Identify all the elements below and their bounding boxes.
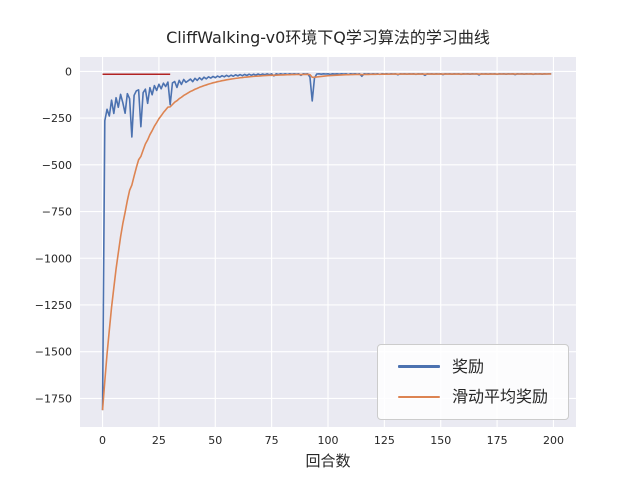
y-tick-label: −250	[42, 112, 72, 125]
y-tick-label: −500	[42, 159, 72, 172]
y-tick-label: 0	[65, 65, 72, 78]
y-tick-label: −750	[42, 206, 72, 219]
x-tick-label: 75	[265, 434, 279, 447]
x-tick-label: 200	[543, 434, 564, 447]
legend-item-reward: 奖励	[397, 356, 548, 376]
legend-label-reward: 奖励	[451, 356, 484, 376]
x-tick-label: 175	[487, 434, 508, 447]
reward-line-swatch	[397, 365, 440, 368]
x-tick-label: 50	[208, 434, 222, 447]
x-tick-label: 100	[318, 434, 339, 447]
y-tick-label: −1750	[35, 392, 72, 405]
x-tick-label: 125	[374, 434, 395, 447]
legend: 奖励 滑动平均奖励	[376, 343, 569, 420]
chart-title: CliffWalking-v0环境下Q学习算法的学习曲线	[166, 28, 490, 47]
legend-item-moving-average: 滑动平均奖励	[397, 387, 548, 407]
x-tick-label: 0	[99, 434, 106, 447]
y-tick-label: −1000	[35, 252, 72, 265]
moving-average-line	[101, 73, 552, 411]
x-axis-label: 回合数	[305, 452, 351, 470]
x-tick-label: 150	[430, 434, 451, 447]
moving-average-line-swatch	[397, 395, 440, 399]
legend-label-moving-average: 滑动平均奖励	[451, 387, 548, 407]
y-tick-label: −1250	[35, 299, 72, 312]
x-tick-label: 25	[152, 434, 166, 447]
y-tick-label: −1500	[35, 346, 72, 359]
